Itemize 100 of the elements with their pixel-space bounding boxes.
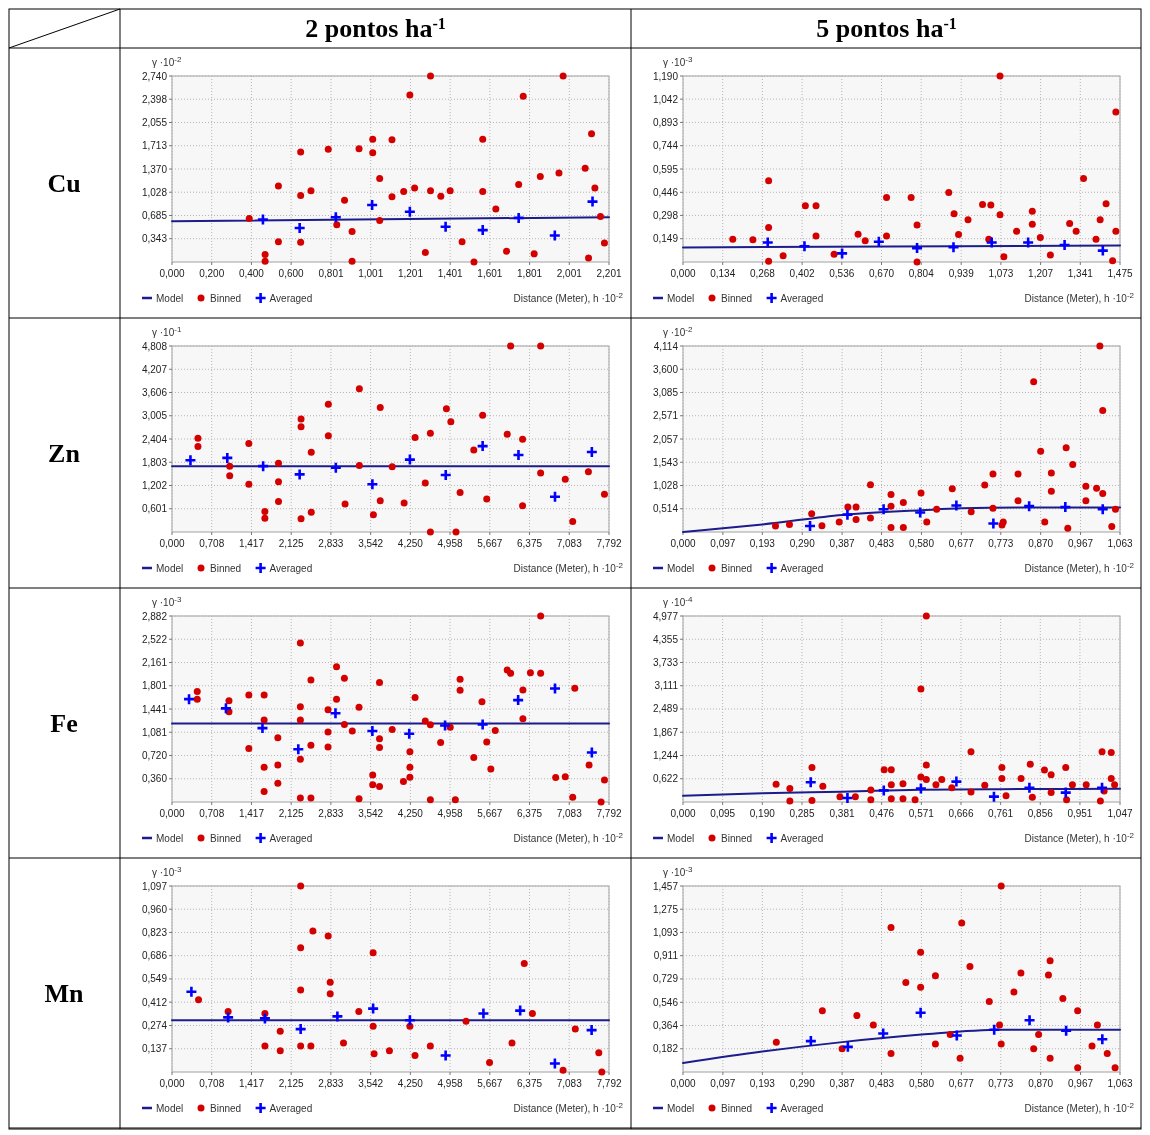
x-tick-label: 0,708: [199, 1078, 225, 1089]
point: [426, 429, 434, 437]
point: [307, 1042, 315, 1050]
point: [1026, 760, 1034, 768]
point: [1093, 484, 1101, 492]
point: [275, 459, 282, 467]
point: [275, 497, 282, 505]
point: [880, 766, 888, 774]
point: [274, 238, 282, 246]
point: [1102, 200, 1110, 208]
point: [600, 490, 608, 498]
point: [439, 220, 452, 233]
x-tick-label: 0,402: [789, 268, 816, 279]
x-tick-label: 0,804: [908, 268, 935, 279]
point: [559, 1066, 567, 1074]
x-tick-label: 0,095: [710, 808, 736, 819]
point: [309, 927, 317, 935]
point: [1035, 1031, 1043, 1039]
x-tick-label: 7,083: [556, 808, 583, 819]
point: [1002, 792, 1010, 800]
point: [786, 797, 794, 805]
y-tick-label: 1,042: [652, 93, 679, 105]
point: [355, 145, 363, 153]
point: [195, 996, 203, 1004]
point: [887, 795, 895, 803]
point: [1013, 227, 1021, 235]
legend-label: Model: [667, 562, 695, 574]
y-tick-label: 3,085: [652, 387, 679, 399]
point: [922, 775, 930, 783]
point: [841, 1040, 855, 1054]
y-tick-label: 2,571: [652, 410, 679, 422]
point: [324, 432, 332, 440]
y-tick-label: 1,370: [141, 163, 168, 175]
point: [548, 490, 562, 504]
x-tick-label: 6,375: [517, 808, 543, 819]
x-tick-label: 0,666: [948, 808, 974, 819]
y-tick-label: 0,960: [141, 903, 168, 915]
point: [917, 983, 925, 991]
x-tick-label: 0,708: [199, 538, 225, 549]
point: [931, 972, 939, 980]
point: [369, 1022, 377, 1030]
y-axis-title: γ ·10$^{-3}$: [663, 864, 693, 878]
point: [411, 1052, 419, 1060]
x-tick-label: 4,958: [437, 1078, 464, 1089]
point: [803, 519, 817, 533]
point: [483, 495, 491, 503]
point: [1092, 235, 1100, 243]
point: [1096, 244, 1110, 257]
point: [1111, 781, 1119, 789]
point: [887, 502, 895, 510]
point: [438, 719, 452, 732]
point: [947, 240, 960, 254]
legend-label: Model: [667, 292, 695, 304]
point: [276, 1047, 284, 1055]
y-tick-label: 2,398: [141, 93, 168, 105]
point: [369, 949, 377, 957]
point: [571, 1025, 579, 1033]
legend-label: Averaged: [269, 292, 313, 304]
point: [1046, 251, 1054, 259]
x-tick-label: 0,000: [159, 538, 185, 549]
point: [1096, 1033, 1109, 1046]
y-tick-label: 0,744: [652, 140, 679, 152]
point: [801, 202, 809, 210]
point: [329, 210, 343, 224]
legend-label: Binned: [210, 832, 242, 844]
y-tick-label: 4,355: [652, 633, 679, 645]
point: [818, 522, 826, 530]
x-tick-label: 1,063: [1107, 1078, 1133, 1089]
x-tick-label: 2,001: [556, 268, 583, 279]
point: [772, 1038, 780, 1046]
legend-label: Averaged: [780, 292, 824, 304]
point: [998, 774, 1006, 782]
point: [996, 211, 1004, 219]
point: [997, 882, 1005, 890]
point: [804, 775, 818, 789]
x-tick-label: 0,193: [749, 1078, 776, 1089]
y-tick-label: 2,055: [141, 117, 168, 128]
y-tick-label: 0,893: [652, 116, 679, 128]
point: [1066, 219, 1074, 227]
point: [411, 433, 419, 441]
text: Zn: [48, 439, 81, 468]
point: [872, 235, 886, 248]
point: [421, 479, 429, 487]
point: [1047, 487, 1055, 495]
x-axis-title: Distance (Meter), h ·10$^{-2}$: [513, 830, 624, 844]
point: [851, 793, 859, 801]
y-tick-label: 0,274: [141, 1020, 168, 1032]
x-tick-label: 0,000: [670, 538, 696, 549]
point: [913, 258, 921, 266]
point: [844, 503, 852, 511]
point: [479, 187, 487, 195]
point: [519, 435, 527, 443]
point: [931, 1040, 939, 1048]
point: [355, 462, 363, 469]
point: [819, 782, 827, 790]
legend-label: Binned: [721, 1102, 753, 1114]
point: [945, 188, 953, 196]
point: [854, 230, 862, 238]
point: [1000, 253, 1008, 261]
y-tick-label: 0,446: [652, 186, 679, 198]
